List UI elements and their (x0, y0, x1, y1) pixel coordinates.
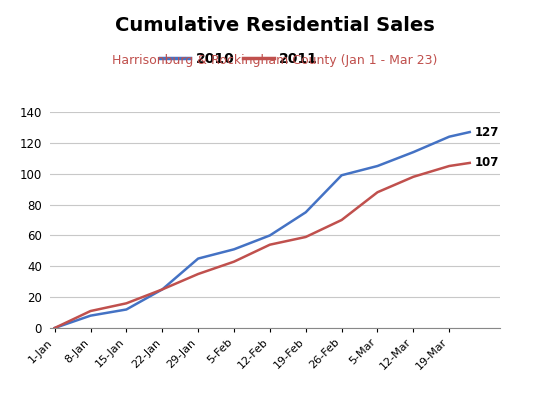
Legend: 2010, 2011: 2010, 2011 (160, 52, 318, 66)
Text: 107: 107 (475, 156, 499, 170)
Text: Cumulative Residential Sales: Cumulative Residential Sales (115, 16, 435, 35)
Text: 127: 127 (475, 126, 499, 138)
Text: Harrisonburg & Rockingham County (Jan 1 - Mar 23): Harrisonburg & Rockingham County (Jan 1 … (112, 54, 438, 67)
